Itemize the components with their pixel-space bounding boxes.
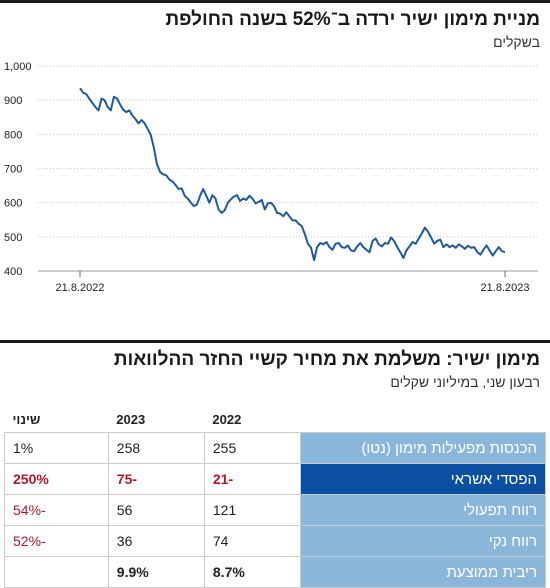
chart-title: מניית מימון ישיר ירדה ב־52% בשנה החולפת bbox=[165, 9, 541, 30]
gridlines bbox=[38, 65, 538, 238]
cell-2022: 74 bbox=[203, 525, 302, 557]
chart-subtitle: בשקלים bbox=[493, 34, 540, 50]
y-tick-label: 400 bbox=[4, 266, 22, 278]
table-row: ריבית ממוצעת 8.7% 9.9% bbox=[4, 556, 546, 588]
table-subtitle: רבעון שני, במיליוני שקלים bbox=[390, 374, 540, 390]
table-row: רווח נקי 74 36 -52% bbox=[4, 525, 546, 557]
middle-rule bbox=[0, 340, 550, 343]
financials-table: 2022 2023 שינוי הכנסות מפעילות מימון (נט… bbox=[4, 406, 546, 588]
top-rule bbox=[0, 0, 550, 3]
cell-2022: 121 bbox=[203, 494, 302, 526]
table-title: מימון ישיר: משלמת את מחיר קשיי החזר ההלו… bbox=[113, 349, 540, 370]
row-label: רווח נקי bbox=[300, 525, 546, 557]
x-tick-label: 21.8.2023 bbox=[481, 282, 530, 294]
row-label: הכנסות מפעילות מימון (נטו) bbox=[300, 432, 546, 464]
table-row: הכנסות מפעילות מימון (נטו) 255 258 1% bbox=[4, 432, 546, 464]
row-label: הפסדי אשראי bbox=[300, 463, 546, 495]
cell-2022: 8.7% bbox=[203, 556, 302, 588]
cell-change: 250% bbox=[4, 463, 109, 495]
row-label: רווח תפעולי bbox=[300, 494, 546, 526]
x-tick-label: 21.8.2022 bbox=[56, 282, 105, 294]
row-label: ריבית ממוצעת bbox=[300, 556, 546, 588]
header-2023: 2023 bbox=[108, 406, 205, 433]
cell-2023: 36 bbox=[107, 525, 205, 557]
y-tick-label: 1,000 bbox=[4, 61, 32, 73]
y-axis-ticks: 400 500 600 700 800 900 1,000 bbox=[4, 61, 32, 278]
header-label-empty bbox=[300, 406, 546, 433]
y-tick-label: 700 bbox=[4, 164, 22, 176]
x-axis-ticks: 21.8.2022 21.8.2023 bbox=[56, 271, 530, 294]
cell-2023: 258 bbox=[107, 432, 205, 464]
stock-price-line bbox=[79, 87, 506, 262]
cell-2023: 56 bbox=[107, 494, 205, 526]
cell-2022: -21 bbox=[203, 463, 302, 495]
y-tick-label: 900 bbox=[4, 95, 22, 107]
y-tick-label: 600 bbox=[4, 198, 22, 210]
cell-change: -54% bbox=[4, 494, 109, 526]
cell-2023: -75 bbox=[107, 463, 205, 495]
cell-2022: 255 bbox=[203, 432, 302, 464]
table-header-row: 2022 2023 שינוי bbox=[4, 406, 546, 433]
cell-change bbox=[4, 556, 109, 588]
cell-change: 1% bbox=[4, 432, 109, 464]
cell-change: -52% bbox=[4, 525, 109, 557]
header-change: שינוי bbox=[4, 406, 109, 433]
header-2022: 2022 bbox=[204, 406, 301, 433]
table-row: רווח תפעולי 121 56 -54% bbox=[4, 494, 546, 526]
cell-2023: 9.9% bbox=[107, 556, 205, 588]
table-row-highlight: הפסדי אשראי -21 -75 250% bbox=[4, 463, 546, 495]
y-tick-label: 800 bbox=[4, 129, 22, 141]
y-tick-label: 500 bbox=[4, 232, 22, 244]
